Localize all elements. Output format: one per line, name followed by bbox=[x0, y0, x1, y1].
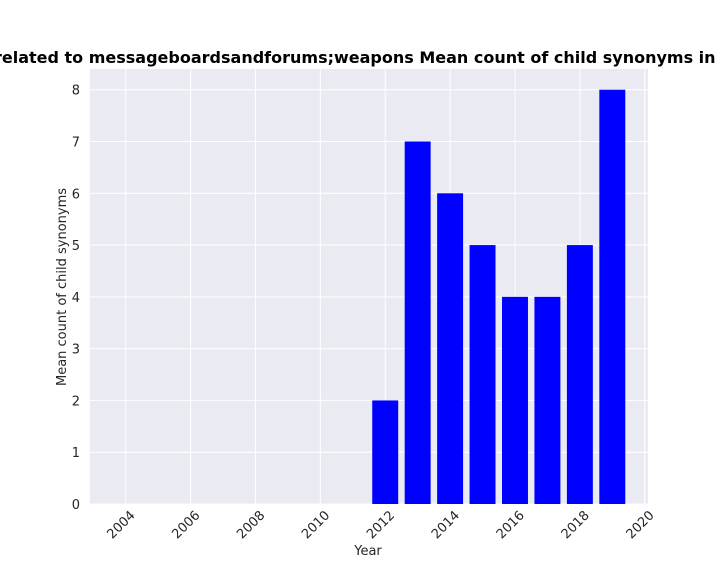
x-tick-label: 2012 bbox=[364, 508, 398, 542]
x-axis-ticks: 2004 2006 2008 2010 2012 2014 2016 2018 2020 bbox=[105, 508, 658, 542]
bars bbox=[372, 89, 626, 505]
y-axis-ticks: 0 1 2 3 4 5 6 7 8 bbox=[72, 84, 80, 513]
bar-2016 bbox=[502, 296, 528, 504]
x-tick-label: 2008 bbox=[234, 508, 268, 542]
chart-title: es are related to messageboardsandforums… bbox=[0, 48, 720, 67]
y-axis-label: Mean count of child synonyms bbox=[55, 188, 70, 386]
y-tick-label: 1 bbox=[72, 446, 80, 461]
x-tick-label: 2020 bbox=[624, 508, 658, 542]
plot-area bbox=[90, 69, 648, 504]
bar-2012 bbox=[372, 400, 399, 504]
x-tick-label: 2018 bbox=[559, 508, 593, 542]
x-tick-label: 2010 bbox=[299, 508, 333, 542]
x-tick-label: 2014 bbox=[429, 508, 463, 542]
y-tick-label: 0 bbox=[72, 498, 80, 513]
bar-2014 bbox=[437, 193, 464, 505]
y-tick-label: 2 bbox=[72, 394, 80, 409]
y-tick-label: 5 bbox=[72, 239, 80, 254]
y-tick-label: 3 bbox=[72, 343, 80, 358]
y-tick-label: 6 bbox=[72, 187, 80, 202]
y-tick-label: 7 bbox=[72, 136, 80, 151]
y-tick-label: 4 bbox=[72, 291, 80, 306]
x-tick-label: 2016 bbox=[494, 508, 528, 542]
x-tick-label: 2004 bbox=[105, 508, 139, 542]
bar-2015 bbox=[469, 245, 496, 505]
bar-2017 bbox=[534, 296, 561, 504]
x-axis-label: Year bbox=[353, 544, 382, 559]
bar-2013 bbox=[404, 141, 431, 504]
bar-2018 bbox=[566, 245, 593, 505]
y-tick-label: 8 bbox=[72, 84, 80, 99]
x-tick-label: 2006 bbox=[169, 508, 203, 542]
bar-2019 bbox=[599, 89, 626, 504]
